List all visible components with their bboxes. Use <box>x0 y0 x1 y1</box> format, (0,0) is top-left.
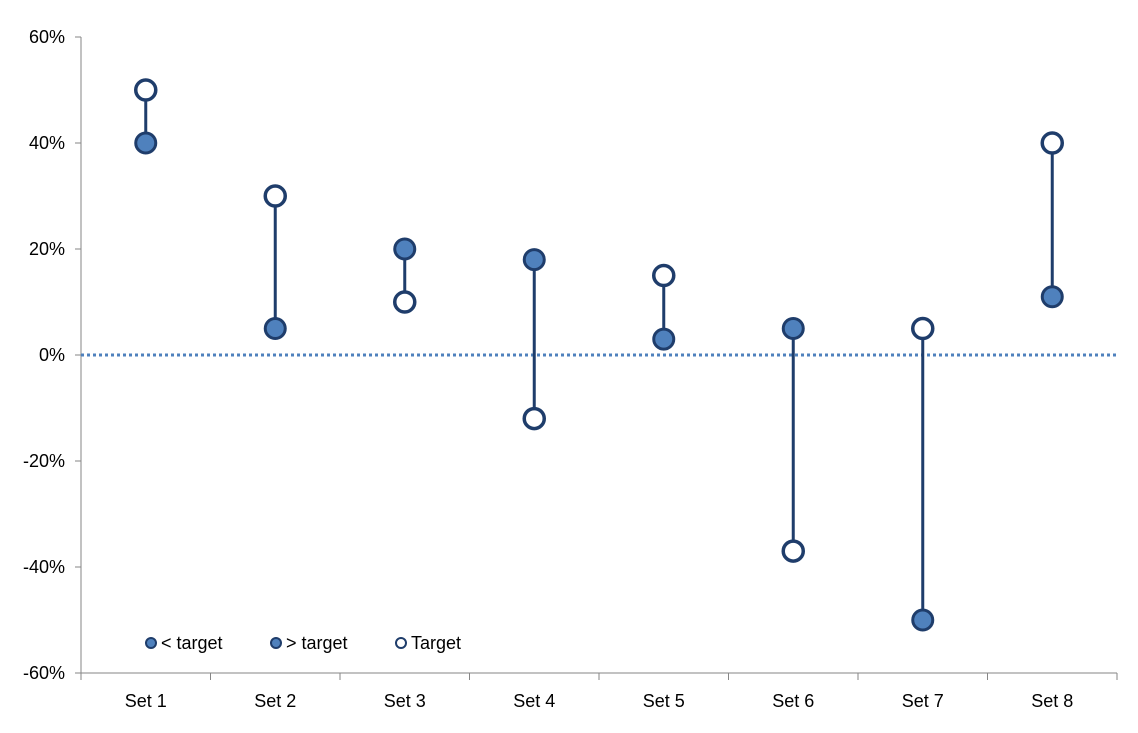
below-target-point <box>1040 285 1064 309</box>
legend-marker <box>270 637 282 649</box>
y-tick-label: 0% <box>39 345 65 365</box>
legend-label: Target <box>411 633 461 653</box>
target-point <box>1040 131 1064 155</box>
y-tick-label: 20% <box>29 239 65 259</box>
legend: < target > target Target <box>145 633 461 653</box>
above-target-point <box>522 248 546 272</box>
above-target-point <box>781 317 805 340</box>
markers <box>134 78 1064 632</box>
connector-lines <box>144 90 1054 620</box>
y-tick-label: -60% <box>23 663 65 683</box>
x-tick-label: Set 6 <box>772 691 814 711</box>
y-tick-label: -20% <box>23 451 65 471</box>
legend-label: > target <box>286 633 348 653</box>
above-target-point <box>393 237 417 261</box>
below-target-point <box>134 131 158 155</box>
y-axis: -60% -40% -20% 0% 20% 40% 60% <box>23 27 82 683</box>
legend-marker <box>145 637 157 649</box>
x-axis: Set 1 Set 2 Set 3 Set 4 Set 5 Set 6 Set 7 Set 8 <box>80 672 1118 711</box>
x-tick-label: Set 7 <box>902 691 944 711</box>
target-point <box>522 406 546 431</box>
below-target-point <box>652 327 676 351</box>
legend-label: < target <box>161 633 223 653</box>
y-tick-label: -40% <box>23 557 65 577</box>
x-tick-label: Set 4 <box>513 691 555 711</box>
below-target-point <box>263 317 287 340</box>
y-tick-label: 60% <box>29 27 65 47</box>
x-tick-label: Set 1 <box>125 691 167 711</box>
target-point <box>263 184 287 208</box>
y-tick-label: 40% <box>29 133 65 153</box>
legend-marker <box>395 637 407 649</box>
x-tick-label: Set 2 <box>254 691 296 711</box>
target-point <box>134 78 158 102</box>
x-tick-label: Set 3 <box>384 691 426 711</box>
target-point <box>781 539 805 563</box>
x-tick-label: Set 8 <box>1031 691 1073 711</box>
target-point <box>652 263 676 288</box>
x-tick-label: Set 5 <box>643 691 685 711</box>
below-target-point <box>911 608 935 632</box>
target-point <box>393 290 417 314</box>
target-point <box>911 316 935 341</box>
